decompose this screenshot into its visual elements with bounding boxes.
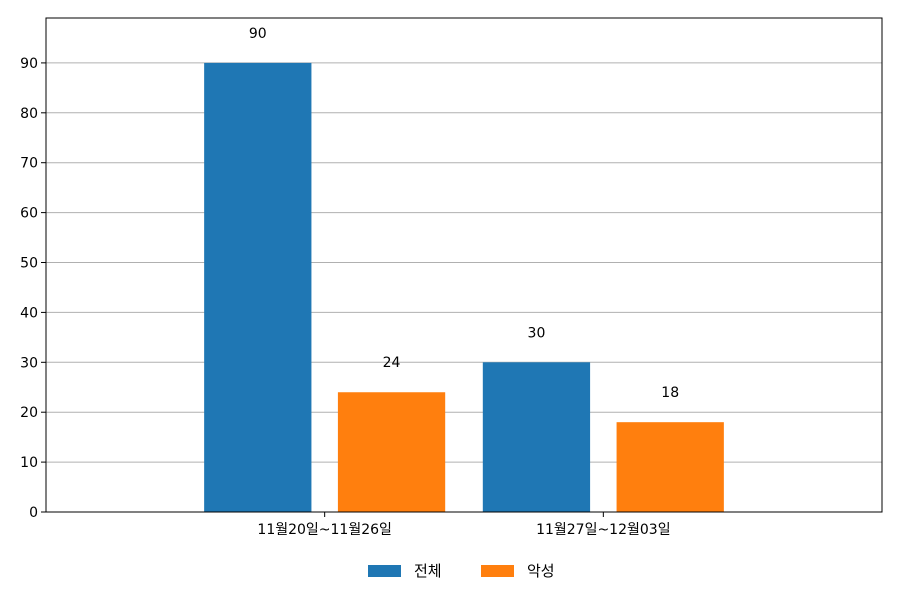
y-tick-label: 0 xyxy=(29,505,38,521)
y-axis: 0 10 20 30 40 50 60 70 80 90 xyxy=(20,56,46,521)
y-tick-label: 70 xyxy=(20,156,38,172)
bar-악성-1 xyxy=(616,422,724,512)
bar-전체-0 xyxy=(204,62,312,513)
data-label: 24 xyxy=(383,355,401,371)
legend-swatch xyxy=(481,565,514,577)
y-tick-label: 10 xyxy=(20,455,38,471)
legend-label: 전체 xyxy=(414,562,442,580)
x-tick-label: 11월20일~11월26일 xyxy=(257,522,392,538)
plot-frame xyxy=(45,17,883,513)
grid-lines xyxy=(46,62,882,463)
data-labels: 90 24 30 18 xyxy=(249,26,679,401)
legend-label: 악성 xyxy=(527,562,555,580)
bar-전체-1 xyxy=(482,362,591,512)
y-tick-label: 50 xyxy=(20,256,38,272)
x-tick-label: 11월27일~12월03일 xyxy=(536,522,671,538)
y-tick-label: 60 xyxy=(20,206,38,222)
y-tick-label: 40 xyxy=(20,305,38,321)
data-label: 18 xyxy=(661,385,679,401)
bars xyxy=(204,62,724,513)
legend-swatch xyxy=(368,565,401,577)
bar-악성-0 xyxy=(337,392,446,512)
y-tick-label: 30 xyxy=(20,355,38,371)
data-label: 30 xyxy=(528,325,546,341)
y-tick-label: 20 xyxy=(20,405,38,421)
x-axis: 11월20일~11월26일 11월27일~12월03일 xyxy=(257,512,671,538)
y-tick-label: 80 xyxy=(20,106,38,122)
y-tick-label: 90 xyxy=(20,56,38,72)
data-label: 90 xyxy=(249,26,267,42)
legend: 전체 악성 xyxy=(368,562,555,580)
